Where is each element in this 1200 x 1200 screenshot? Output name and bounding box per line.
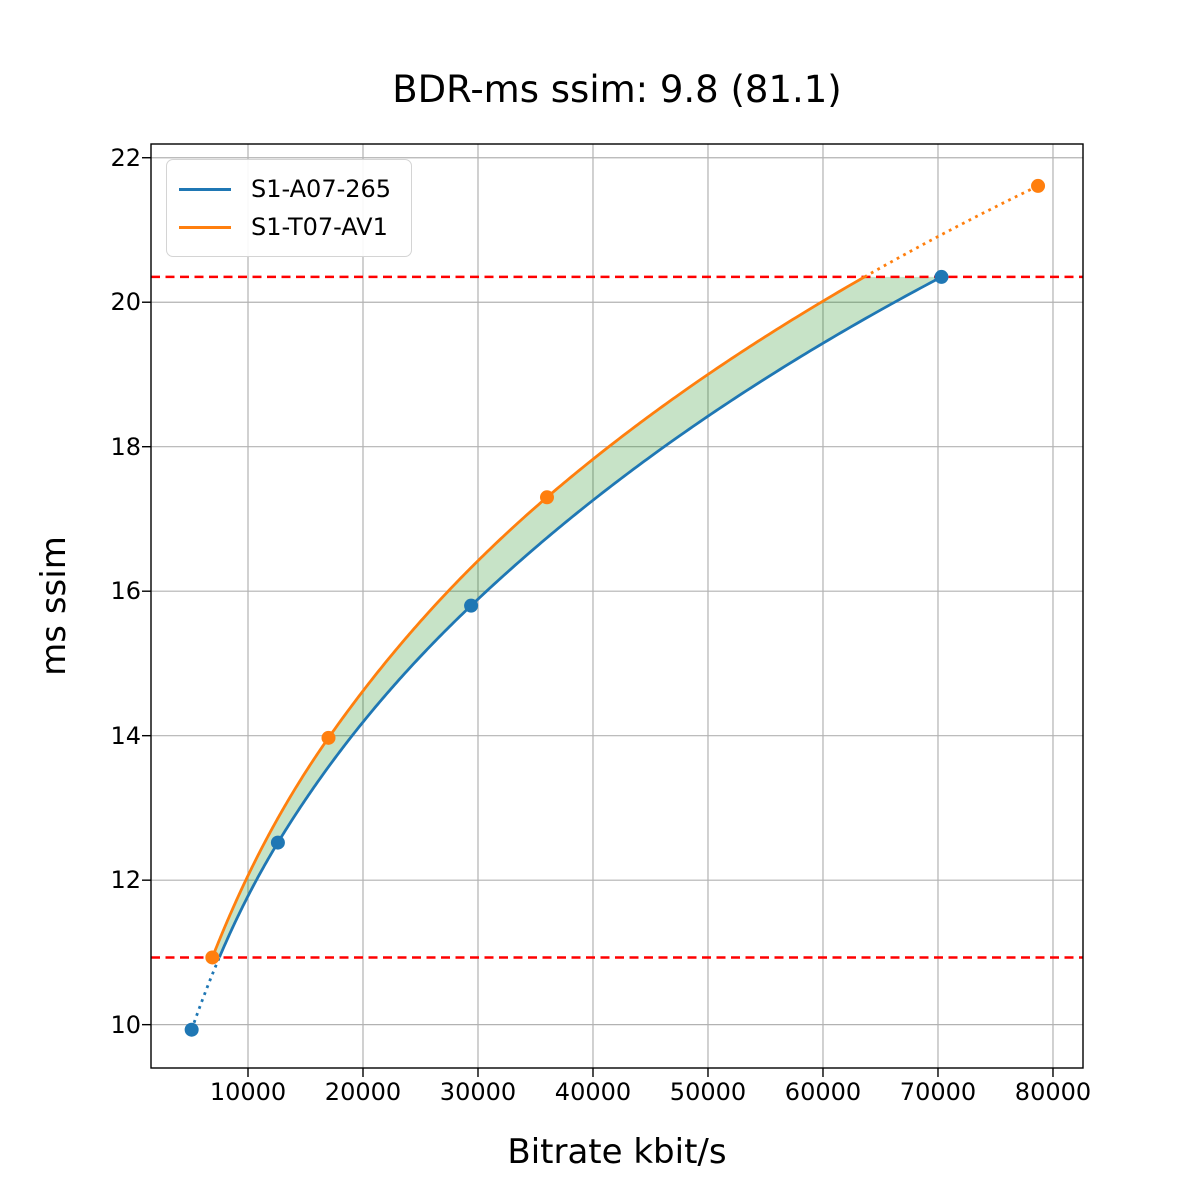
data-point-marker [464, 598, 479, 613]
x-tick-label: 60000 [784, 1078, 862, 1106]
data-point-marker [934, 269, 949, 284]
y-tick-label: 20 [110, 288, 141, 317]
y-tick-label: 14 [110, 721, 141, 750]
x-tick-label: 70000 [899, 1078, 977, 1106]
y-tick-label: 10 [110, 1010, 141, 1039]
legend-line-sample [179, 225, 231, 229]
curve-dotted-S1-A07-265 [190, 956, 221, 1031]
data-point-marker [1031, 178, 1046, 193]
curve-solid-S1-T07-AV1 [211, 275, 866, 958]
curve-solid-S1-A07-265 [218, 275, 943, 958]
legend-label: S1-A07-265 [251, 175, 392, 203]
data-point-marker [270, 835, 285, 850]
data-point-marker [184, 1022, 199, 1037]
y-tick-label: 12 [110, 866, 141, 895]
x-tick-label: 50000 [669, 1078, 747, 1106]
chart-title: BDR-ms ssim: 9.8 (81.1) [392, 68, 842, 111]
y-tick-label: 16 [110, 577, 141, 606]
data-point-marker [539, 490, 554, 505]
legend-line-sample [179, 187, 231, 191]
x-tick-label: 40000 [554, 1078, 632, 1106]
x-tick-label: 20000 [324, 1078, 402, 1106]
x-tick-label: 30000 [439, 1078, 517, 1106]
data-point-marker [321, 730, 336, 745]
legend-item-1: S1-T07-AV1 [179, 208, 391, 246]
y-tick-label: 18 [110, 432, 141, 461]
legend-label: S1-T07-AV1 [251, 213, 388, 241]
x-tick-label: 10000 [209, 1078, 287, 1106]
axes-spines [150, 143, 1084, 1069]
x-axis-label: Bitrate kbit/s [507, 1132, 727, 1172]
legend-item-0: S1-A07-265 [179, 170, 391, 208]
legend: S1-A07-265 S1-T07-AV1 [166, 159, 413, 257]
curve-dotted-S1-T07-AV1 [863, 184, 1039, 279]
y-tick-label: 22 [110, 143, 141, 172]
bd-rate-fill-area [212, 276, 942, 958]
data-point-marker [205, 950, 220, 965]
x-tick-label: 80000 [1014, 1078, 1092, 1106]
